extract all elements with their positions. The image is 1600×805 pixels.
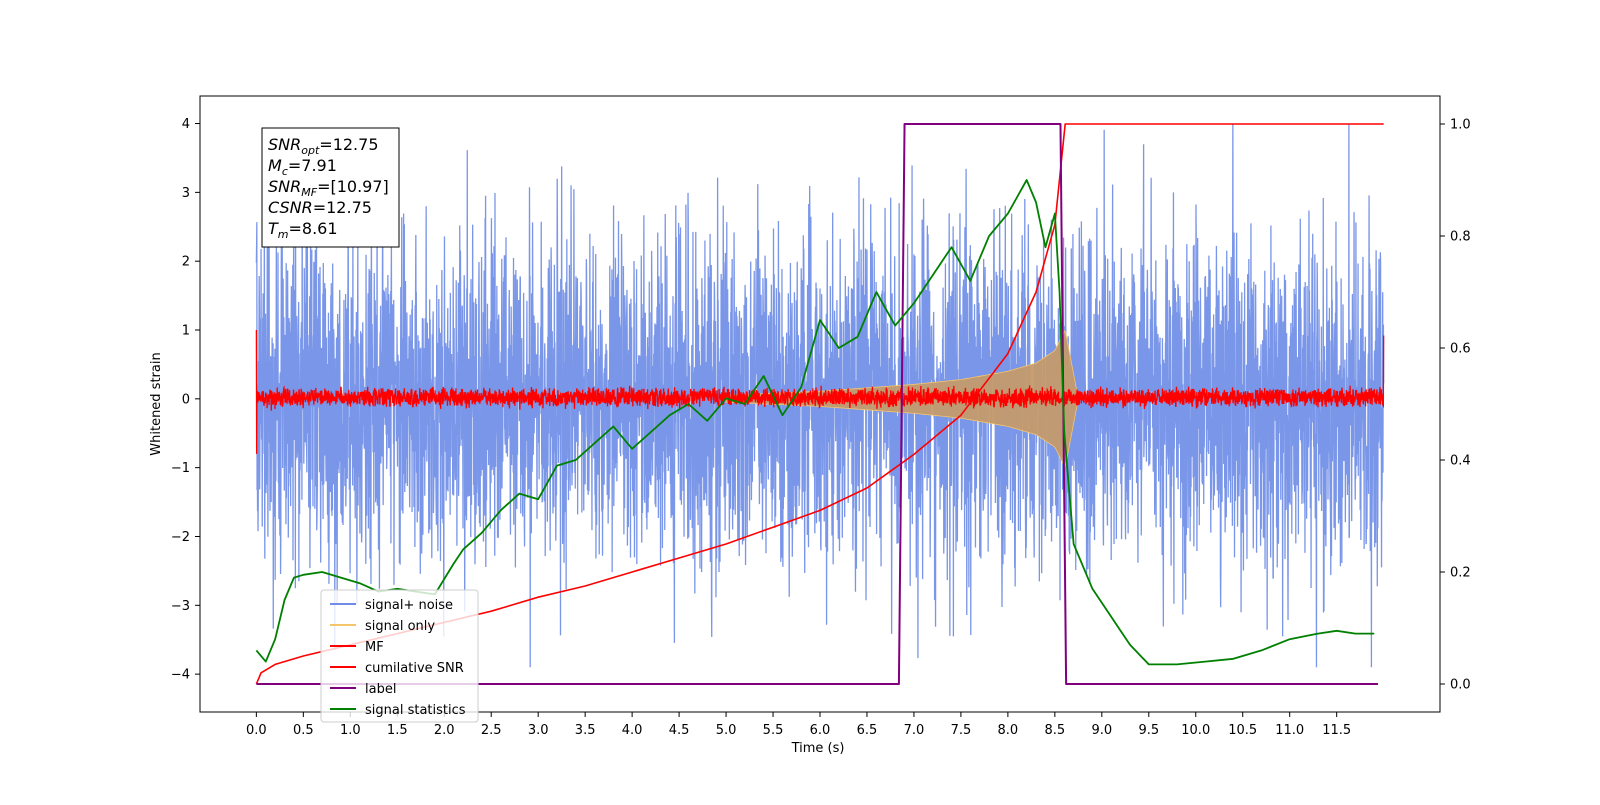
x-tick-label: 7.0 bbox=[904, 723, 925, 738]
x-axis-label: Time (s) bbox=[791, 741, 845, 756]
y-tick-label: 3 bbox=[182, 186, 190, 201]
annotation-value: =[10.97] bbox=[317, 177, 389, 196]
x-tick-label: 1.0 bbox=[340, 723, 361, 738]
y2-tick-label: 1.0 bbox=[1450, 118, 1471, 133]
legend-label: signal statistics bbox=[365, 703, 466, 718]
x-tick-label: 2.5 bbox=[481, 723, 502, 738]
x-tick-label: 4.5 bbox=[669, 723, 690, 738]
legend-label: label bbox=[365, 682, 396, 697]
x-tick-label: 11.0 bbox=[1275, 723, 1304, 738]
y2-tick-label: 0.4 bbox=[1450, 454, 1471, 469]
y-tick-label: 1 bbox=[182, 324, 190, 339]
x-tick-label: 11.5 bbox=[1322, 723, 1351, 738]
x-tick-label: 4.0 bbox=[622, 723, 643, 738]
annotation-symbol: SNR bbox=[268, 135, 301, 154]
parameter-annotation-box: SNRopt=12.75Mc=7.91SNRMF=[10.97]CSNR=12.… bbox=[261, 127, 400, 248]
x-tick-label: 5.5 bbox=[763, 723, 784, 738]
x-tick-label: 8.0 bbox=[998, 723, 1019, 738]
annotation-symbol: M bbox=[268, 156, 282, 175]
x-tick-label: 3.5 bbox=[575, 723, 596, 738]
legend: signal+ noise signal only MF cumilative SNR… bbox=[320, 589, 479, 723]
legend-label: signal only bbox=[365, 619, 435, 634]
y-axis-left: 4 3 2 1 0 −1 −2 −3 −4 bbox=[171, 117, 200, 683]
annotation-line: CSNR=12.75 bbox=[268, 198, 372, 217]
x-tick-label: 3.0 bbox=[528, 723, 549, 738]
legend-frame bbox=[320, 589, 479, 723]
mf-series bbox=[255, 330, 1385, 454]
x-tick-label: 6.0 bbox=[810, 723, 831, 738]
legend-label: cumilative SNR bbox=[365, 661, 464, 676]
x-tick-label: 0.5 bbox=[293, 723, 314, 738]
annotation-line: Mc=7.91 bbox=[268, 156, 337, 178]
y-tick-label: −4 bbox=[171, 668, 190, 683]
x-tick-label: 10.5 bbox=[1228, 723, 1257, 738]
annotation-symbol: CSNR bbox=[268, 198, 313, 217]
y2-tick-label: 0.6 bbox=[1450, 342, 1471, 357]
y-tick-label: −2 bbox=[171, 530, 190, 545]
x-tick-label: 9.5 bbox=[1138, 723, 1159, 738]
annotation-value: =8.61 bbox=[289, 219, 338, 238]
y2-tick-label: 0.8 bbox=[1450, 230, 1471, 245]
label-series bbox=[256, 123, 1378, 685]
legend-label: MF bbox=[365, 640, 384, 655]
x-tick-label: 7.5 bbox=[951, 723, 972, 738]
annotation-line: SNRMF=[10.97] bbox=[268, 177, 389, 199]
x-tick-label: 6.5 bbox=[857, 723, 878, 738]
x-tick-label: 5.0 bbox=[716, 723, 737, 738]
annotation-value: =7.91 bbox=[288, 156, 337, 175]
y-axis-label: Whitened strain bbox=[149, 352, 164, 455]
annotation-symbol: SNR bbox=[268, 177, 301, 196]
annotation-value: =12.75 bbox=[313, 198, 372, 217]
y-tick-label: −3 bbox=[171, 599, 190, 614]
x-tick-label: 1.5 bbox=[387, 723, 408, 738]
y-tick-label: −1 bbox=[171, 461, 190, 476]
y2-tick-label: 0.2 bbox=[1450, 566, 1471, 581]
y2-tick-label: 0.0 bbox=[1450, 678, 1471, 693]
legend-label: signal+ noise bbox=[365, 598, 453, 613]
y-axis-right: 1.0 0.8 0.6 0.4 0.2 0.0 bbox=[1440, 118, 1471, 693]
annotation-value: =12.75 bbox=[319, 135, 378, 154]
y-tick-label: 2 bbox=[182, 255, 190, 270]
signal-noise-series bbox=[255, 123, 1385, 668]
x-tick-label: 9.0 bbox=[1091, 723, 1112, 738]
x-tick-label: 0.0 bbox=[246, 723, 267, 738]
annotation-symbol: T bbox=[268, 219, 279, 238]
x-tick-label: 2.0 bbox=[434, 723, 455, 738]
annotation-subscript: c bbox=[282, 165, 288, 178]
annotation-subscript: MF bbox=[301, 186, 317, 199]
annotation-line: SNRopt=12.75 bbox=[268, 135, 379, 157]
y-tick-label: 0 bbox=[182, 392, 190, 407]
annotation-subscript: m bbox=[278, 228, 289, 241]
annotation-frame bbox=[261, 127, 400, 248]
y-tick-label: 4 bbox=[182, 117, 190, 132]
x-tick-label: 8.5 bbox=[1045, 723, 1066, 738]
x-tick-label: 10.0 bbox=[1181, 723, 1210, 738]
annotation-subscript: opt bbox=[301, 144, 320, 157]
annotation-line: Tm=8.61 bbox=[268, 219, 338, 241]
x-axis: 0.0 0.5 1.0 1.5 2.0 2.5 3.0 3.5 4.0 4.5 5.0 5.5 6.0 6… bbox=[246, 712, 1351, 738]
